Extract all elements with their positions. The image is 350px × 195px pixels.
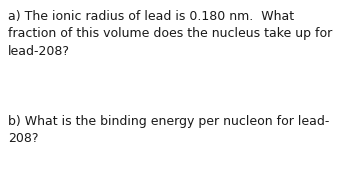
Text: b) What is the binding energy per nucleon for lead-
208?: b) What is the binding energy per nucleo… bbox=[8, 115, 329, 145]
Text: a) The ionic radius of lead is 0.180 nm.  What
fraction of this volume does the : a) The ionic radius of lead is 0.180 nm.… bbox=[8, 10, 332, 58]
